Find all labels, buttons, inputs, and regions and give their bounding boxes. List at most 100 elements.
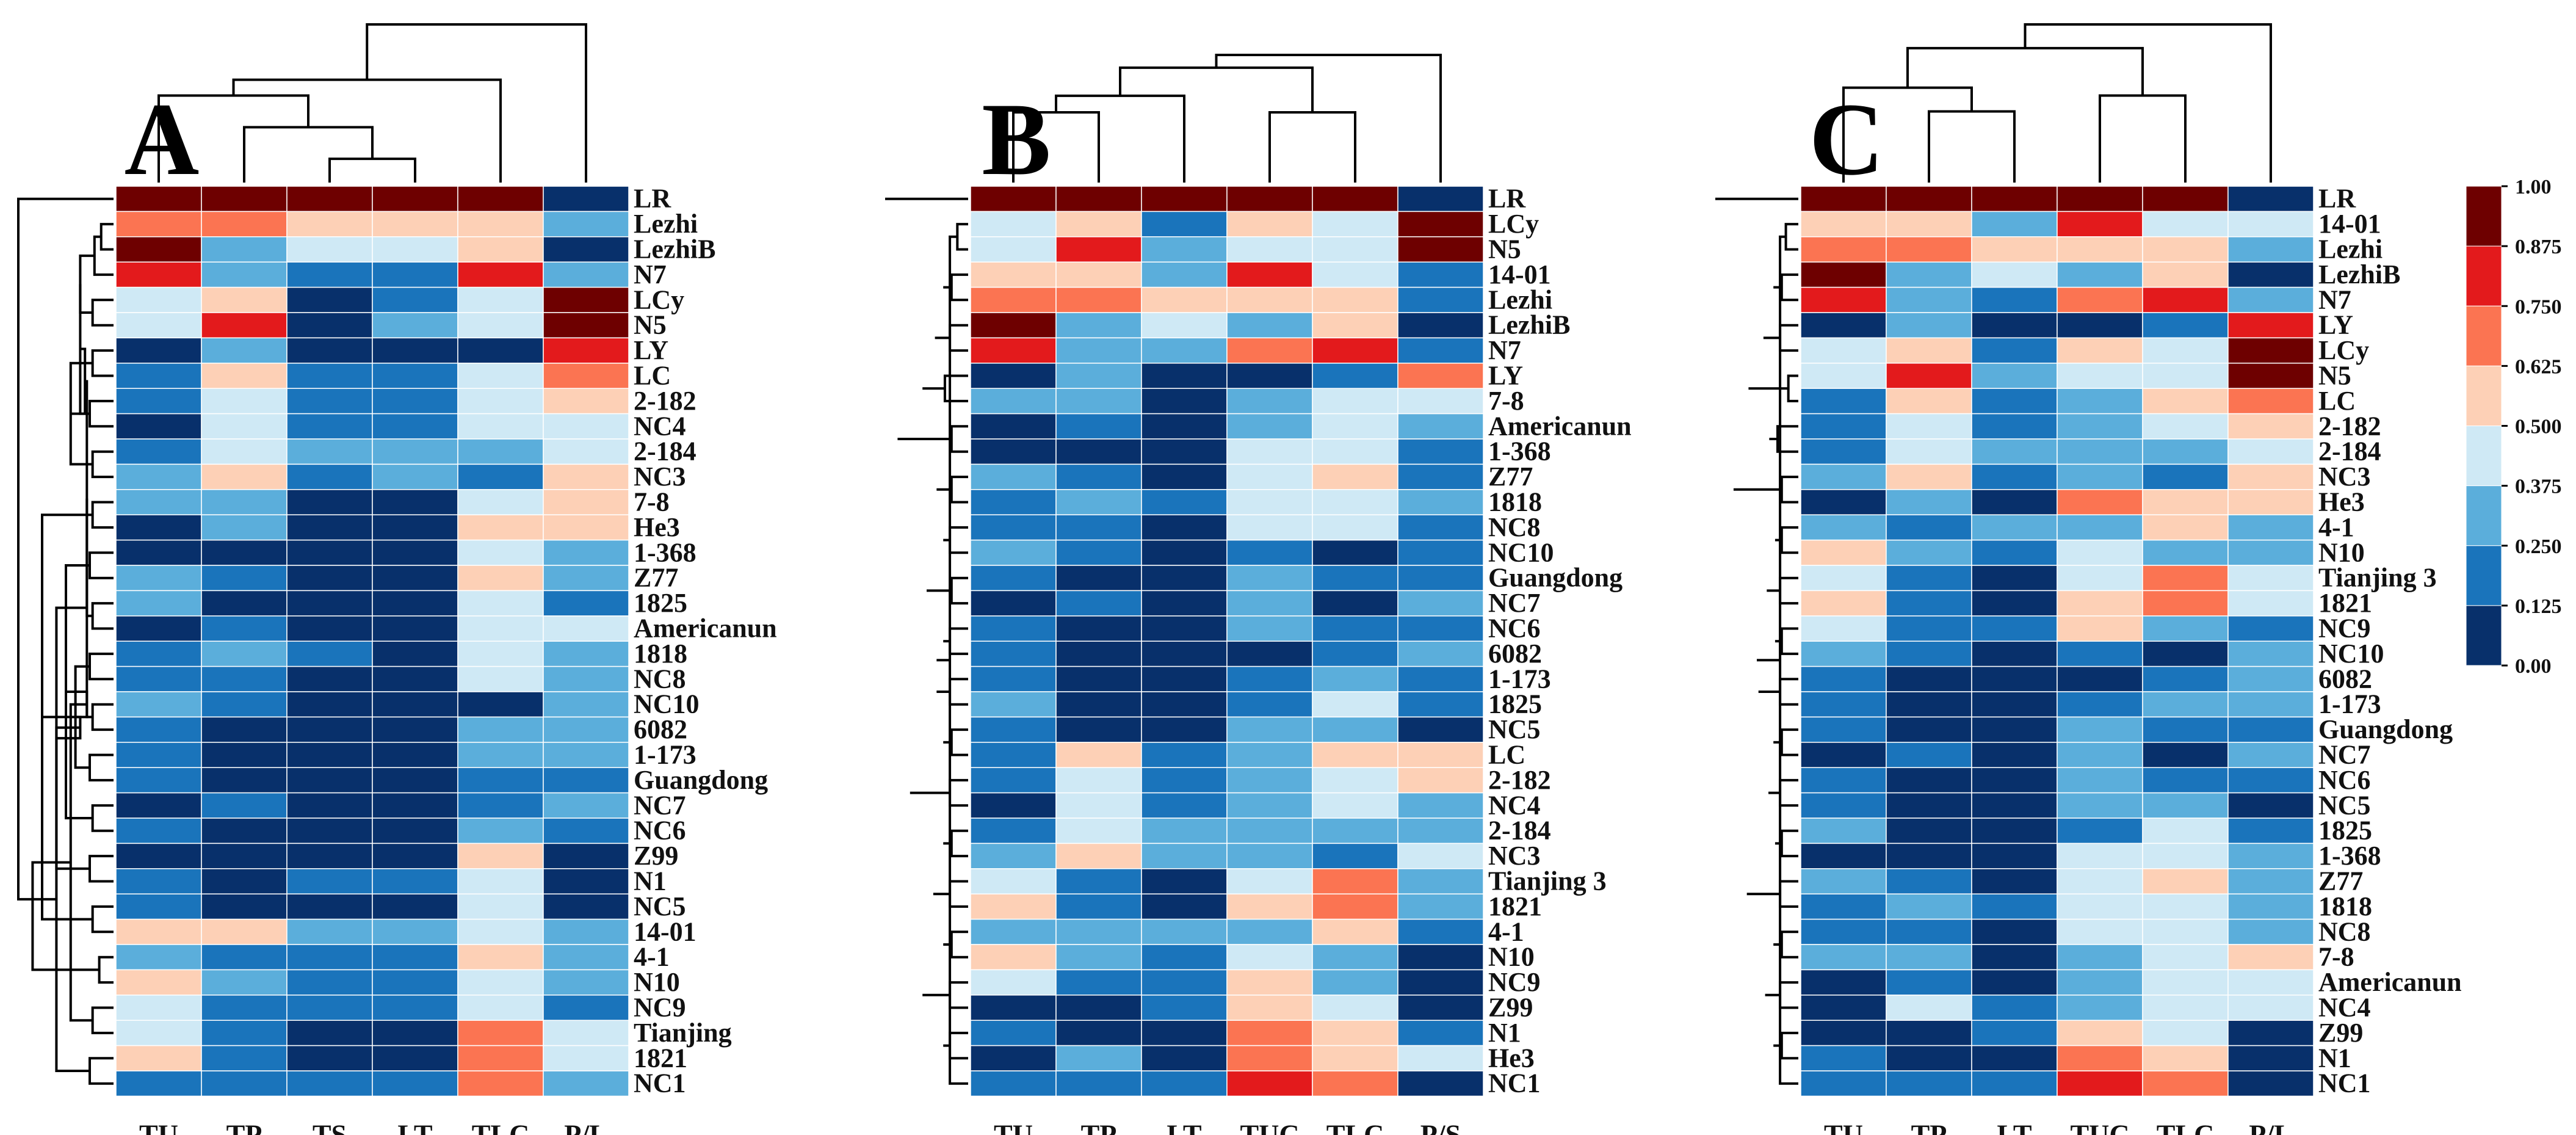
heatmap-cell [372, 236, 458, 263]
heatmap-cell [1397, 186, 1484, 212]
heatmap-cell [201, 665, 288, 692]
column-label: TP [1081, 1119, 1117, 1135]
heatmap-cell [543, 388, 629, 415]
heatmap-cell [286, 438, 373, 465]
heatmap-cell [2227, 615, 2314, 642]
row-label: NC7 [1488, 588, 1541, 618]
heatmap-cell [970, 539, 1057, 566]
heatmap-cell [1312, 438, 1398, 465]
column-label: P/L [564, 1119, 608, 1135]
heatmap-cell [2057, 665, 2143, 692]
heatmap-cell [457, 438, 544, 465]
row-label: N1 [2318, 1043, 2351, 1073]
row-label: 7-8 [1488, 386, 1524, 416]
heatmap-cell [1226, 818, 1313, 844]
heatmap-cell [457, 995, 544, 1021]
heatmap-cell [1886, 1020, 1972, 1046]
heatmap-cell [1886, 818, 1972, 844]
heatmap-cell [115, 489, 202, 515]
row-label: NC10 [1488, 537, 1554, 567]
heatmap-cell [1397, 1045, 1484, 1072]
column-label: TU [994, 1119, 1033, 1135]
heatmap-cell [2057, 286, 2143, 313]
row-label: Tianjing 3 [2318, 563, 2437, 593]
heatmap-cell [201, 918, 288, 945]
heatmap-cell [1971, 918, 2058, 945]
heatmap-cell [1141, 792, 1228, 819]
heatmap-cell [457, 286, 544, 313]
heatmap-cell [1397, 590, 1484, 617]
heatmap-cell [1055, 413, 1142, 440]
heatmap-cell [1055, 388, 1142, 415]
column-label: LT [1167, 1119, 1201, 1135]
heatmap-cell [457, 918, 544, 945]
heatmap-cell [2142, 186, 2229, 212]
heatmap-cell [2142, 893, 2229, 920]
heatmap-cell [2057, 211, 2143, 238]
heatmap-cell [372, 742, 458, 768]
heatmap-cell [2057, 691, 2143, 718]
heatmap-cell [1397, 818, 1484, 844]
heatmap-cell [1397, 489, 1484, 515]
heatmap-cell [457, 716, 544, 743]
heatmap-cell [1141, 539, 1228, 566]
heatmap-cell [1886, 868, 1972, 894]
panel-letter-c: C [1809, 82, 1884, 197]
heatmap-cell [1971, 742, 2058, 768]
column-label: TLC [2157, 1119, 2215, 1135]
heatmap-cell [1800, 286, 1887, 313]
heatmap-cell [2142, 716, 2229, 743]
heatmap-cell [1226, 1020, 1313, 1046]
heatmap-cell [115, 388, 202, 415]
heatmap-cell [970, 742, 1057, 768]
row-label: Z99 [1488, 993, 1533, 1023]
heatmap-cell [286, 590, 373, 617]
heatmap-cell [1886, 691, 1972, 718]
heatmap-cell [457, 818, 544, 844]
colorbar-tick-label: 0.375 [2515, 476, 2562, 498]
panel-a: ALRLezhiLezhiBN7LCyN5LYLC2-182NC42-184NC… [17, 23, 777, 1135]
column-dendrogram-branch [1215, 54, 1442, 183]
heatmap-cell [2142, 843, 2229, 869]
heatmap-cell [2057, 918, 2143, 945]
row-label: LezhiB [634, 234, 715, 264]
heatmap-cell [1055, 211, 1142, 238]
row-label: NC6 [634, 816, 686, 846]
row-label: LCy [634, 285, 684, 314]
heatmap-cell [1226, 969, 1313, 996]
heatmap-cell [1886, 1070, 1972, 1097]
heatmap-cell [286, 565, 373, 592]
colorbar-tick-label: 0.500 [2515, 416, 2562, 438]
heatmap-cell [2227, 742, 2314, 768]
heatmap-cell [1141, 438, 1228, 465]
heatmap-cell [115, 615, 202, 642]
heatmap-cell [1800, 337, 1887, 364]
row-label: 2-184 [634, 437, 696, 466]
heatmap-cell [457, 186, 544, 212]
heatmap-cell [286, 767, 373, 794]
row-label: 6082 [2318, 664, 2372, 694]
heatmap-cell [372, 565, 458, 592]
heatmap-cell [543, 539, 629, 566]
heatmap-cell [457, 1070, 544, 1097]
heatmap-cell [2227, 539, 2314, 566]
row-label: NC4 [1488, 790, 1541, 820]
heatmap-cell [1886, 792, 1972, 819]
heatmap-cell [286, 236, 373, 263]
heatmap-cell [457, 1045, 544, 1072]
heatmap-cell [115, 413, 202, 440]
heatmap-cell [457, 792, 544, 819]
heatmap-cell [1886, 716, 1972, 743]
row-label: 4-1 [634, 942, 670, 972]
heatmap-cell [1800, 691, 1887, 718]
heatmap-cell [372, 1070, 458, 1097]
heatmap-cell [1397, 539, 1484, 566]
heatmap-cell [2057, 186, 2143, 212]
heatmap-cell [1971, 489, 2058, 515]
heatmap-cell [1800, 261, 1887, 288]
heatmap-cell [115, 893, 202, 920]
colorbar-tick-label: 0.625 [2515, 355, 2562, 378]
heatmap-cell [457, 236, 544, 263]
heatmap-cell [1055, 995, 1142, 1021]
heatmap-cell [1055, 438, 1142, 465]
